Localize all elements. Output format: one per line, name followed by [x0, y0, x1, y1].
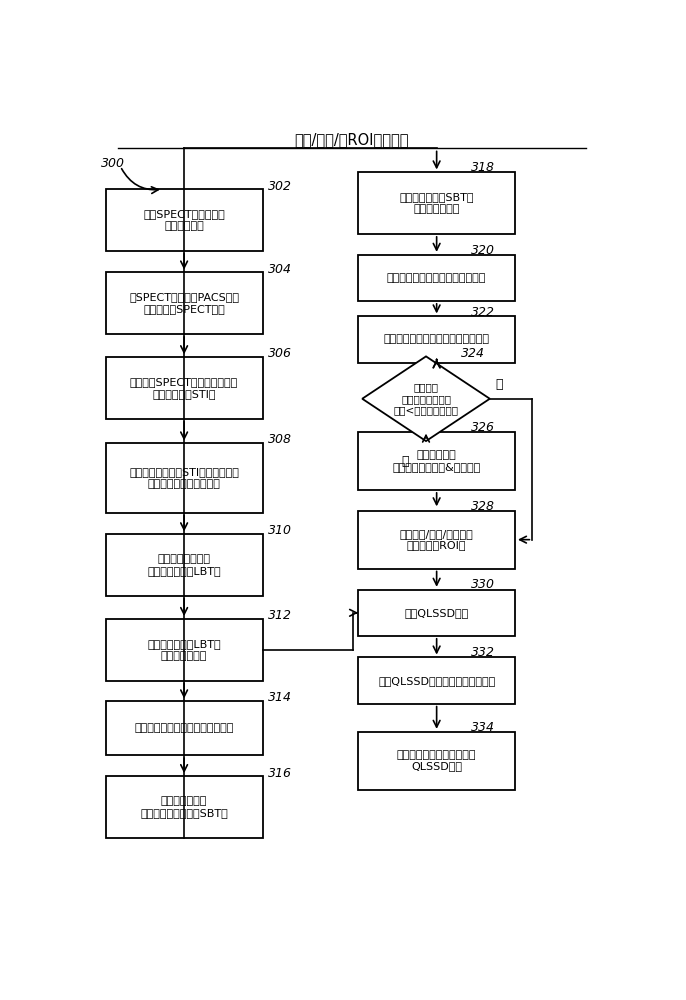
Text: 使用QLSSD参数，寻找建议的印象: 使用QLSSD参数，寻找建议的印象	[378, 676, 495, 686]
FancyBboxPatch shape	[358, 172, 515, 234]
FancyBboxPatch shape	[358, 590, 515, 636]
FancyBboxPatch shape	[106, 357, 263, 419]
FancyBboxPatch shape	[106, 619, 263, 681]
Text: 是: 是	[401, 455, 408, 468]
Text: 警告使用者，
器官边界可能无效&手动绘制: 警告使用者， 器官边界可能无效&手动绘制	[392, 450, 481, 472]
Text: 使用对数公式，
确定脾脏边界阈值（SBT）: 使用对数公式， 确定脾脏边界阈值（SBT）	[140, 796, 228, 818]
Text: 从横断面SPECT图像生成概括性
横断面图像（STI）: 从横断面SPECT图像生成概括性 横断面图像（STI）	[130, 377, 238, 399]
Text: 304: 304	[268, 263, 292, 276]
Text: 302: 302	[268, 180, 292, 193]
Text: 使用肝脏边界点，确定肝脏的形心: 使用肝脏边界点，确定肝脏的形心	[134, 723, 234, 733]
Text: 322: 322	[471, 306, 495, 319]
Text: 300: 300	[101, 157, 125, 170]
Text: 310: 310	[268, 524, 292, 537]
FancyBboxPatch shape	[106, 701, 263, 755]
Text: 320: 320	[471, 244, 495, 257]
Text: 314: 314	[268, 691, 292, 704]
FancyBboxPatch shape	[106, 776, 263, 838]
Text: 328: 328	[471, 500, 495, 513]
FancyBboxPatch shape	[106, 443, 263, 513]
Text: 308: 308	[268, 433, 292, 446]
Text: 肝脏形心
与脾脏形心之间的
距离<最小距离阈值？: 肝脏形心 与脾脏形心之间的 距离<最小距离阈值？	[394, 382, 458, 415]
FancyBboxPatch shape	[358, 255, 515, 301]
Text: 306: 306	[268, 347, 292, 360]
FancyBboxPatch shape	[358, 316, 515, 363]
Text: 334: 334	[471, 721, 495, 734]
Text: 330: 330	[471, 578, 495, 591]
Text: 计算QLSSD参数: 计算QLSSD参数	[405, 608, 469, 618]
Text: 316: 316	[268, 767, 292, 780]
Text: 使用组织分析，在STI上确定肝脏和
脾脏形心的搜索的开始点: 使用组织分析，在STI上确定肝脏和 脾脏形心的搜索的开始点	[129, 467, 239, 489]
Text: 使用定向搜索与SBT，
识别脾脏边界点: 使用定向搜索与SBT， 识别脾脏边界点	[399, 192, 474, 214]
Text: 使用SPECT扫描仪获取
肝脏脾脏扫描: 使用SPECT扫描仪获取 肝脏脾脏扫描	[143, 209, 225, 231]
Text: 肝脏/脾脏/髓ROI检测过程: 肝脏/脾脏/髓ROI检测过程	[294, 133, 409, 148]
Text: 绘制肝脏/脾脏/髓周边的
关注区域（ROI）: 绘制肝脏/脾脏/髓周边的 关注区域（ROI）	[400, 529, 473, 550]
Text: 326: 326	[471, 421, 495, 434]
Text: 使用定向搜索与LBT，
识别肝脏边界点: 使用定向搜索与LBT， 识别肝脏边界点	[147, 639, 221, 661]
Text: 计算肝脏形心与脾脏形心之间的距离: 计算肝脏形心与脾脏形心之间的距离	[383, 334, 490, 344]
FancyBboxPatch shape	[358, 657, 515, 704]
Text: 否: 否	[495, 378, 503, 391]
FancyBboxPatch shape	[358, 732, 515, 790]
Text: 318: 318	[471, 161, 495, 174]
FancyBboxPatch shape	[358, 511, 515, 569]
Text: 准备并显示用于医师批准的
QLSSD报告: 准备并显示用于医师批准的 QLSSD报告	[397, 750, 476, 771]
Text: 使用脾脏边界点，确定脾脏的形心: 使用脾脏边界点，确定脾脏的形心	[387, 273, 486, 283]
Text: 使用对数公式确定
肝脏边界阈值（LBT）: 使用对数公式确定 肝脏边界阈值（LBT）	[147, 554, 221, 576]
Text: 332: 332	[471, 646, 495, 659]
Polygon shape	[362, 356, 490, 441]
Text: 312: 312	[268, 609, 292, 622]
Text: 324: 324	[461, 347, 485, 360]
FancyBboxPatch shape	[358, 432, 515, 490]
FancyBboxPatch shape	[106, 272, 263, 334]
FancyBboxPatch shape	[106, 189, 263, 251]
Text: 从SPECT扫描仪或PACS检索
后位和横向SPECT图像: 从SPECT扫描仪或PACS检索 后位和横向SPECT图像	[129, 292, 239, 314]
FancyBboxPatch shape	[106, 534, 263, 596]
